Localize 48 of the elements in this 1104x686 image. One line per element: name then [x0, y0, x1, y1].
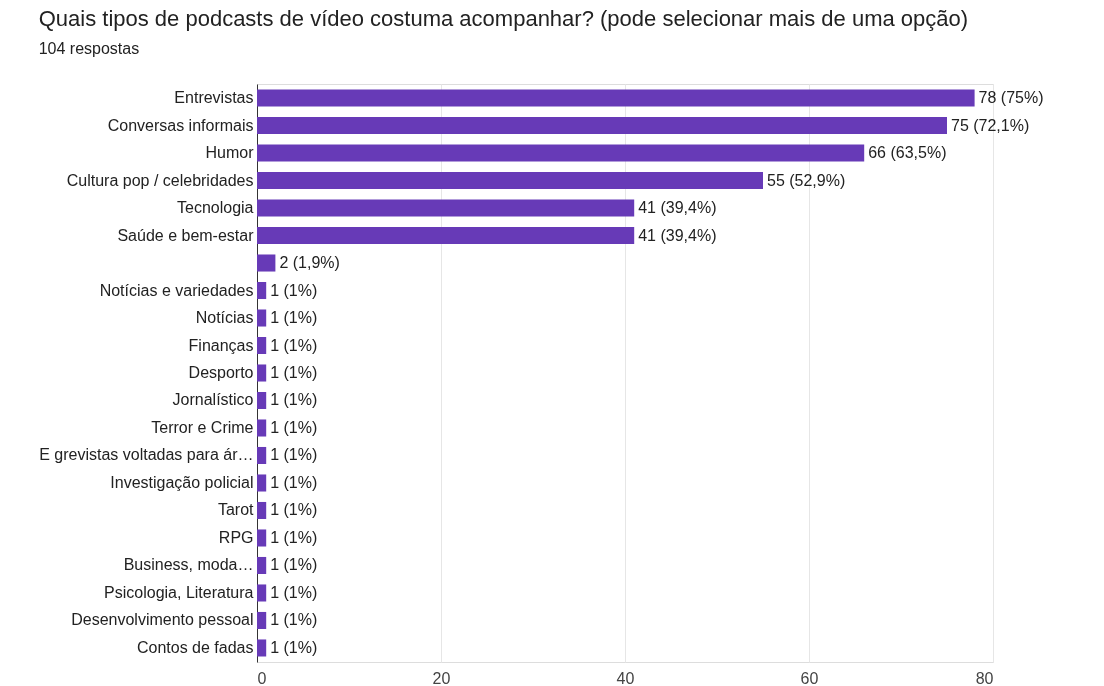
- data-label: 78 (75%): [978, 89, 1044, 107]
- y-tick-label: Finanças: [188, 336, 254, 354]
- data-label: 41 (39,4%): [638, 199, 717, 217]
- data-label: 1 (1%): [270, 364, 318, 381]
- y-tick-label: Entrevistas: [174, 89, 254, 107]
- y-tick-label: Tecnologia: [177, 199, 254, 217]
- y-tick-label: E grevistas voltadas para ár…: [39, 446, 254, 464]
- y-tick-label: Saúde e bem-estar: [117, 226, 255, 244]
- data-label: 1 (1%): [270, 309, 318, 326]
- data-label: 1 (1%): [270, 611, 318, 629]
- y-tick-label: Conversas informais: [107, 116, 254, 134]
- y-tick-label: Desenvolvimento pessoal: [71, 611, 254, 629]
- x-tick-label: 60: [800, 669, 819, 686]
- text: 104 respostas: [38, 40, 140, 57]
- data-label: 66 (63,5%): [868, 144, 947, 162]
- x-tick-label: 20: [432, 669, 451, 686]
- data-label: 1 (1%): [270, 638, 318, 656]
- data-label: 75 (72,1%): [951, 116, 1030, 134]
- y-tick-label: Investigação policial: [110, 473, 254, 491]
- x-tick-label: 40: [616, 669, 635, 686]
- y-tick-label: Jornalístico: [172, 391, 254, 409]
- y-tick-label: Tarot: [217, 501, 255, 519]
- x-tick-label: 0: [257, 669, 267, 686]
- data-label: 41 (39,4%): [638, 226, 717, 244]
- data-label: 1 (1%): [270, 446, 318, 464]
- y-tick-label: Notícias: [195, 309, 254, 326]
- y-tick-label: Humor: [205, 144, 255, 162]
- data-label: 1 (1%): [270, 473, 318, 491]
- y-tick-label: Desporto: [188, 364, 254, 381]
- data-label: 55 (52,9%): [767, 171, 846, 189]
- y-tick-label: Notícias e variedades: [99, 281, 254, 299]
- x-tick-label: 80: [975, 669, 994, 686]
- chart-title: Quais tipos de podcasts de vídeo costuma acompanhar? (pode selecionar mais de uma opção): [38, 6, 969, 31]
- y-tick-label: Psicologia, Literatura: [104, 583, 254, 601]
- data-label: 1 (1%): [270, 528, 318, 546]
- data-label: 2 (1,9%): [279, 254, 340, 272]
- data-label: 1 (1%): [270, 583, 318, 601]
- y-tick-label: Business, moda…: [123, 556, 254, 574]
- y-tick-label: Contos de fadas: [136, 638, 254, 656]
- data-label: 1 (1%): [270, 419, 318, 436]
- data-label: 1 (1%): [270, 281, 318, 299]
- data-label: 1 (1%): [270, 556, 318, 574]
- y-tick-label: Terror e Crime: [151, 419, 254, 436]
- data-label: 1 (1%): [270, 501, 318, 519]
- y-tick-label: Cultura pop / celebridades: [66, 171, 254, 189]
- data-label: 1 (1%): [270, 336, 318, 354]
- data-label: 1 (1%): [270, 391, 318, 409]
- y-tick-label: RPG: [218, 528, 254, 546]
